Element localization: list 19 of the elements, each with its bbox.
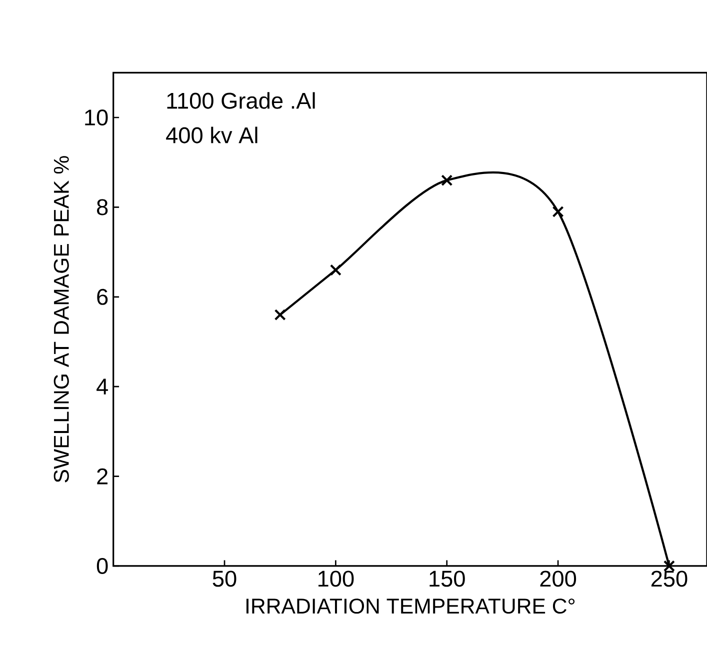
y-axis-title: SWELLING AT DAMAGE PEAK % (54, 156, 69, 482)
x-tick-label: 150 (430, 570, 465, 587)
x-tick-label: 200 (540, 570, 576, 587)
x-tick-label: 100 (318, 570, 354, 587)
y-tick-label: 4 (96, 378, 108, 394)
point (274, 309, 286, 321)
annotation: 400 kv Al (166, 126, 258, 144)
y-tick-label: 0 (96, 558, 108, 574)
y-tick-label: 2 (97, 468, 108, 484)
y-tick-label: 10 (85, 109, 108, 126)
point (441, 174, 453, 186)
x-tick-label: 250 (651, 570, 688, 587)
annotation: 1100 Grade .Al (167, 92, 315, 109)
y-tick-label: 6 (97, 288, 108, 305)
x-axis-title: IRRADIATION TEMPERATURE C° (246, 598, 575, 614)
y-tick-label: 8 (97, 199, 108, 216)
x-tick-label: 50 (212, 570, 236, 587)
point (552, 206, 564, 218)
point (330, 264, 342, 276)
